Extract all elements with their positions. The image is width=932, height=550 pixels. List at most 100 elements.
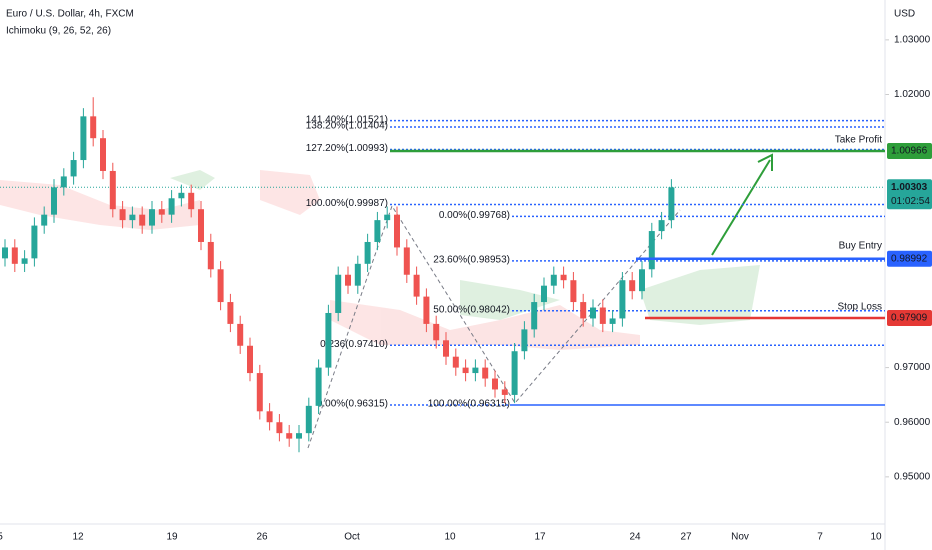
fib-label: 0.00%(0.99768) (439, 210, 510, 221)
candle-body (217, 269, 224, 303)
price-tag-label: 1.00303 (891, 182, 928, 193)
candle-body (629, 280, 636, 292)
candle-body (492, 378, 498, 390)
candle-body (129, 214, 136, 221)
x-tick-label: 7 (817, 532, 823, 543)
y-tick-label: 0.97000 (894, 362, 931, 373)
candle-body (472, 367, 479, 374)
y-tick-label: 1.02000 (894, 89, 931, 100)
x-tick-label: 12 (72, 532, 84, 543)
candle-body (541, 285, 547, 303)
candle-body (11, 247, 18, 264)
candle-body (198, 209, 204, 242)
candle-body (60, 176, 67, 188)
arrow-head (757, 153, 773, 171)
candle-body (550, 274, 557, 286)
candle-body (158, 209, 165, 215)
candle-body (237, 323, 244, 346)
candle-body (149, 209, 155, 226)
fib-label: 127.20%(1.00993) (306, 143, 388, 154)
candle-body (570, 280, 577, 303)
currency: USD (894, 9, 915, 20)
candle-body (247, 345, 253, 374)
chart-subtitle: Ichimoku (9, 26, 52, 26) (6, 26, 111, 37)
fib-label: 100.00%(0.99987) (306, 198, 388, 209)
candle-body (560, 274, 567, 281)
candle-body (188, 192, 195, 210)
trade-annotation: Buy Entry (839, 240, 882, 251)
price-tag-label: 1.00966 (891, 146, 928, 157)
candle-body (276, 422, 283, 434)
fib-label: 141.40%(1.01521) (306, 114, 388, 125)
candle-body (109, 170, 116, 210)
x-tick-label: 10 (870, 532, 882, 543)
x-tick-label: 17 (534, 532, 546, 543)
x-tick-label: 26 (256, 532, 268, 543)
fib-label: 0.00%(0.96315) (317, 399, 388, 410)
x-tick-label: 27 (680, 532, 692, 543)
candle-body (296, 433, 302, 439)
candle-body (374, 220, 381, 242)
candle-body (433, 323, 440, 341)
x-tick-label: 19 (166, 532, 178, 543)
fib-label: 0.236(0.97410) (320, 339, 388, 350)
x-tick-label: 5 (0, 532, 3, 543)
x-tick-label: Nov (731, 532, 749, 543)
candle-body (619, 280, 626, 319)
arrow (711, 159, 771, 256)
candle-body (119, 209, 126, 221)
candle-body (511, 351, 518, 395)
candle-body (423, 296, 430, 324)
candle-body (413, 274, 420, 297)
x-tick-label: 10 (444, 532, 456, 543)
candle-body (21, 258, 28, 264)
candle-body (100, 138, 106, 171)
chart-title: Euro / U.S. Dollar, 4h, FXCM (6, 9, 134, 20)
candle-body (354, 263, 361, 286)
y-tick-label: 0.96000 (894, 417, 931, 428)
candle-body (315, 367, 322, 406)
countdown: 01:02:54 (891, 196, 930, 207)
candle-body (207, 241, 214, 270)
price-tag-label: 0.98992 (891, 253, 928, 264)
candle-body (452, 356, 459, 368)
candle-body (51, 187, 57, 215)
fib-label: 23.60%(0.98953) (433, 255, 510, 266)
price-tag-label: 0.97909 (891, 313, 928, 324)
candle-body (580, 302, 587, 319)
fib-drawing (307, 204, 681, 449)
x-tick-label: Oct (344, 532, 360, 543)
candle-body (599, 307, 606, 324)
candle-body (139, 214, 146, 226)
candle-body (70, 160, 77, 177)
candle-body (90, 116, 97, 139)
candle-body (501, 389, 508, 395)
candle-body (531, 302, 538, 330)
trade-annotation: Take Profit (835, 135, 882, 146)
candle-body (462, 367, 469, 374)
candle-body (384, 214, 391, 221)
candle-body (178, 192, 185, 199)
fib-label: 50.00%(0.98042) (433, 304, 510, 315)
candle-body (266, 411, 273, 423)
x-tick-label: 24 (629, 532, 641, 543)
candle-body (482, 367, 489, 379)
candle-body (609, 318, 616, 324)
price-tag (887, 309, 932, 326)
candle-body (335, 274, 342, 313)
y-tick-label: 1.03000 (894, 35, 931, 46)
candle-body (668, 187, 675, 221)
candle-body (345, 274, 351, 286)
candle-body (639, 269, 645, 292)
fib-label: 100.00%(0.96315) (428, 399, 510, 410)
candle-body (31, 225, 38, 259)
price-tag (887, 142, 932, 159)
price-tag (887, 250, 932, 267)
candle-body (256, 373, 263, 412)
candle-body (80, 116, 87, 161)
candle-body (325, 312, 332, 368)
candle-body (2, 247, 8, 259)
